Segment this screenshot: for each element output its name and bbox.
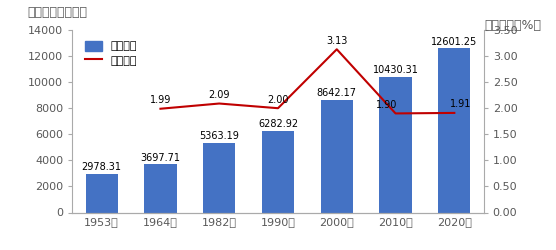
Bar xyxy=(262,130,294,212)
Text: 1.91: 1.91 xyxy=(449,99,471,109)
Text: 12601.25: 12601.25 xyxy=(431,37,478,47)
Text: 3697.71: 3697.71 xyxy=(141,153,181,163)
Bar xyxy=(86,174,118,212)
Text: 2978.31: 2978.31 xyxy=(82,162,122,172)
Text: 10430.31: 10430.31 xyxy=(373,65,419,75)
Bar xyxy=(321,100,353,212)
Text: 3.13: 3.13 xyxy=(326,36,348,46)
Bar xyxy=(379,76,411,212)
Text: 2.09: 2.09 xyxy=(208,90,230,100)
Bar xyxy=(438,48,470,212)
Text: 2.00: 2.00 xyxy=(267,94,289,104)
Text: 6282.92: 6282.92 xyxy=(258,119,298,129)
Y-axis label: 年均增速（%）: 年均增速（%） xyxy=(484,19,542,32)
Bar xyxy=(145,164,177,212)
Text: 8642.17: 8642.17 xyxy=(317,88,357,98)
Text: 1.99: 1.99 xyxy=(150,95,171,105)
Text: 5363.19: 5363.19 xyxy=(199,131,239,141)
Y-axis label: 常住人口（万人）: 常住人口（万人） xyxy=(27,6,87,19)
Bar xyxy=(203,142,235,212)
Text: 1.90: 1.90 xyxy=(376,100,398,110)
Legend: 常住人口, 年均增速: 常住人口, 年均增速 xyxy=(82,38,141,69)
